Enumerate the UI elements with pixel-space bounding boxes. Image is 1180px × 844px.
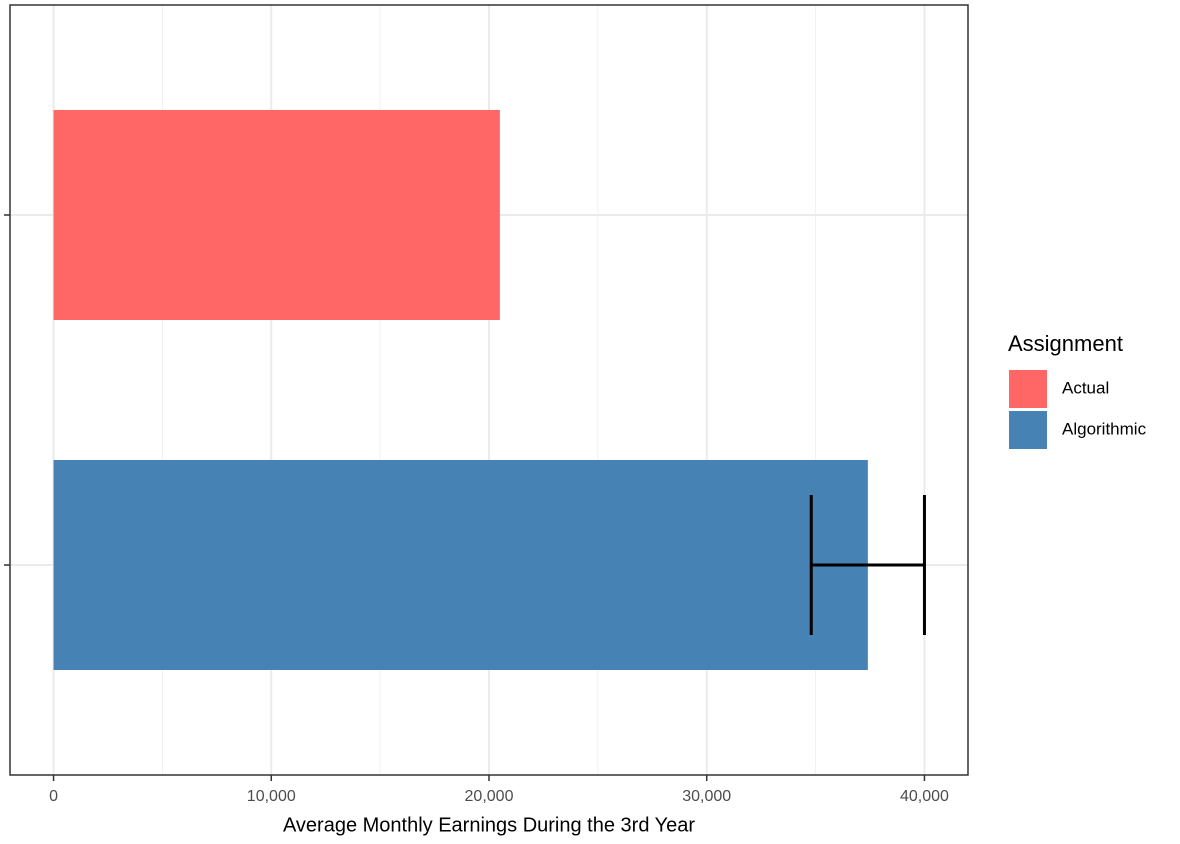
bar [53,460,868,670]
legend-title: Assignment [1008,331,1123,356]
x-tick-label: 10,000 [247,788,296,805]
x-axis-title: Average Monthly Earnings During the 3rd … [283,814,695,836]
legend-key [1009,411,1047,449]
legend-key [1009,370,1047,408]
panel-border [9,4,969,776]
legend-label: Algorithmic [1062,419,1147,438]
x-tick-label: 20,000 [465,788,514,805]
bar [53,110,500,320]
x-tick-label: 0 [49,788,58,805]
x-tick-label: 30,000 [682,788,731,805]
legend-label: Actual [1062,378,1109,397]
x-tick-label: 40,000 [900,788,949,805]
